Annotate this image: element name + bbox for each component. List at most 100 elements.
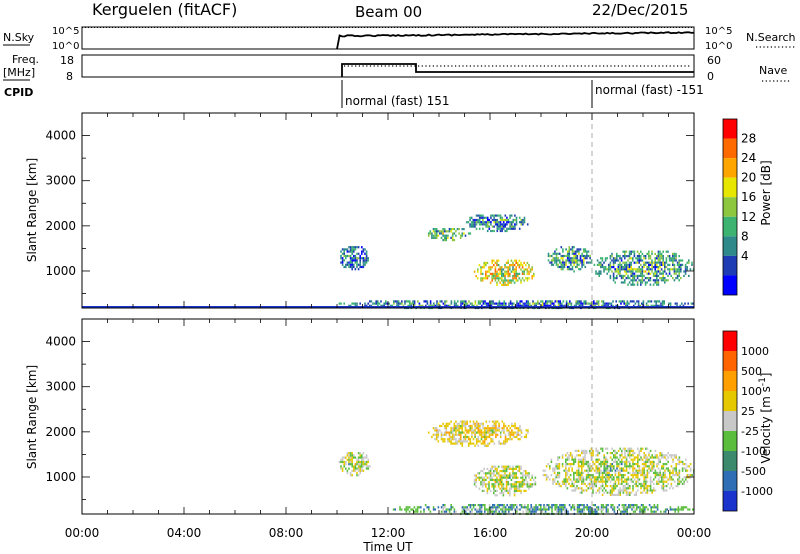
echo-cell	[488, 470, 490, 473]
echo-cell	[506, 427, 508, 430]
echo-cell	[596, 506, 598, 509]
echo-cell	[481, 481, 484, 484]
echo-cell	[509, 506, 512, 509]
echo-cell	[657, 279, 660, 282]
echo-cell	[659, 261, 661, 264]
echo-cell	[601, 460, 604, 463]
echo-cell	[562, 248, 564, 251]
echo-cell	[640, 485, 642, 488]
echo-cell	[522, 221, 524, 224]
colorbar-swatch	[723, 451, 737, 471]
echo-cell	[662, 263, 664, 266]
echo-cell	[523, 268, 525, 271]
echo-cell	[595, 476, 597, 479]
echo-cell	[555, 474, 557, 477]
echo-cell	[619, 454, 621, 457]
echo-cell	[554, 252, 556, 255]
echo-cell	[445, 230, 448, 233]
echo-cell	[428, 506, 430, 509]
echo-cell	[488, 483, 490, 486]
echo-cell	[543, 508, 545, 511]
echo-cell	[459, 440, 462, 443]
echo-cell	[463, 435, 465, 439]
echo-cell	[678, 272, 680, 275]
echo-cell	[349, 452, 352, 455]
echo-cell	[566, 265, 569, 269]
x-tick-label: 12:00	[371, 526, 406, 540]
echo-cell	[618, 300, 621, 303]
echo-cell	[557, 467, 559, 470]
echo-cell	[601, 300, 603, 303]
echo-cell	[432, 228, 435, 231]
echo-cell	[619, 447, 621, 450]
echo-cell	[525, 478, 527, 481]
echo-cell	[341, 458, 344, 461]
echo-cell	[523, 218, 526, 222]
echo-cell	[559, 304, 561, 307]
echo-cell	[498, 304, 501, 307]
echo-cell	[662, 465, 665, 468]
echo-cell	[676, 304, 678, 307]
echo-cell	[627, 263, 629, 266]
echo-cell	[609, 452, 612, 455]
echo-cell	[484, 302, 486, 305]
echo-cell	[595, 270, 597, 273]
echo-cell	[477, 435, 480, 439]
echo-cell	[528, 270, 530, 273]
echo-cell	[627, 447, 629, 450]
echo-cell	[440, 232, 443, 235]
echo-cell	[525, 483, 527, 486]
power-panel-frame	[81, 112, 695, 309]
echo-cell	[502, 227, 505, 230]
echo-cell	[590, 480, 593, 483]
echo-cell	[451, 236, 454, 239]
echo-cell	[637, 447, 639, 450]
echo-cell	[396, 302, 398, 305]
echo-cell	[577, 454, 580, 457]
echo-cell	[611, 458, 613, 461]
echo-cell	[565, 485, 567, 488]
echo-cell	[473, 474, 476, 477]
echo-cell	[667, 250, 669, 253]
echo-cell	[661, 485, 663, 488]
echo-cell	[478, 223, 481, 226]
echo-cell	[529, 302, 531, 305]
echo-cell	[641, 474, 644, 477]
echo-cell	[684, 302, 686, 305]
echo-cell	[683, 480, 685, 483]
colorbar-swatch	[723, 158, 737, 178]
echo-cell	[649, 261, 652, 264]
echo-cell	[428, 304, 430, 307]
echo-cell	[536, 508, 539, 511]
echo-cell	[357, 452, 360, 455]
echo-cell	[440, 438, 443, 441]
echo-cell	[525, 268, 527, 271]
echo-cell	[434, 228, 436, 231]
echo-cell	[573, 478, 575, 481]
power-scale-tick: 28	[741, 132, 756, 146]
echo-cell	[682, 508, 684, 511]
echo-cell	[566, 452, 569, 455]
echo-cell	[644, 281, 647, 284]
echo-cell	[512, 431, 515, 434]
echo-cell	[577, 474, 580, 477]
echo-cell	[424, 504, 427, 507]
echo-cell	[365, 454, 368, 457]
echo-cell	[648, 465, 650, 468]
echo-cell	[340, 261, 342, 264]
echo-cell	[351, 463, 353, 466]
echo-cell	[479, 429, 481, 432]
echo-cell	[478, 214, 481, 217]
echo-cell	[574, 471, 577, 474]
echo-cell	[552, 467, 554, 470]
echo-cell	[521, 483, 524, 486]
echo-cell	[611, 467, 613, 470]
echo-cell	[678, 482, 681, 485]
echo-cell	[594, 510, 596, 513]
echo-cell	[445, 424, 448, 428]
echo-cell	[638, 458, 641, 461]
echo-cell	[621, 300, 624, 303]
echo-cell	[624, 487, 626, 490]
echo-cell	[510, 279, 513, 282]
echo-cell	[617, 449, 620, 452]
